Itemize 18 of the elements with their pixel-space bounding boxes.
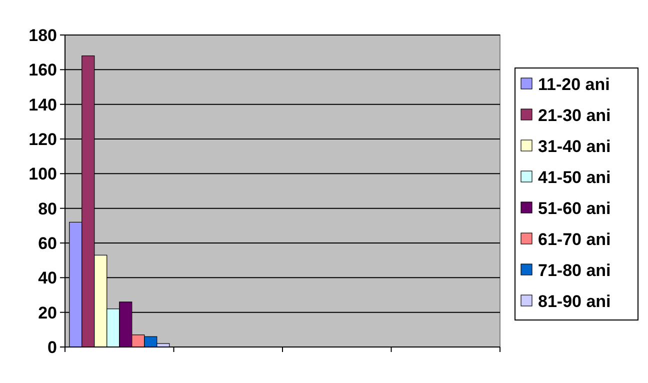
legend-label: 51-60 ani: [538, 198, 611, 218]
legend-label: 31-40 ani: [538, 136, 611, 156]
legend-label: 81-90 ani: [538, 292, 611, 311]
legend-label: 61-70 ani: [538, 230, 611, 249]
y-tick-label: 180: [28, 26, 57, 45]
y-tick-label: 120: [28, 130, 57, 149]
y-tick-label: 140: [28, 95, 57, 114]
y-tick-label: 80: [38, 199, 57, 218]
y-tick-label: 20: [38, 303, 57, 322]
y-tick-label: 40: [38, 268, 57, 288]
y-tick-label: 0: [48, 338, 57, 357]
legend-label: 21-30 ani: [538, 106, 611, 125]
y-tick-label: 60: [38, 234, 57, 253]
y-tick-label: 100: [28, 164, 57, 184]
legend-label: 11-20 ani: [538, 74, 610, 94]
legend-label: 71-80 ani: [538, 260, 611, 280]
legend-label: 41-50 ani: [538, 168, 611, 187]
y-tick-label: 160: [28, 60, 57, 80]
